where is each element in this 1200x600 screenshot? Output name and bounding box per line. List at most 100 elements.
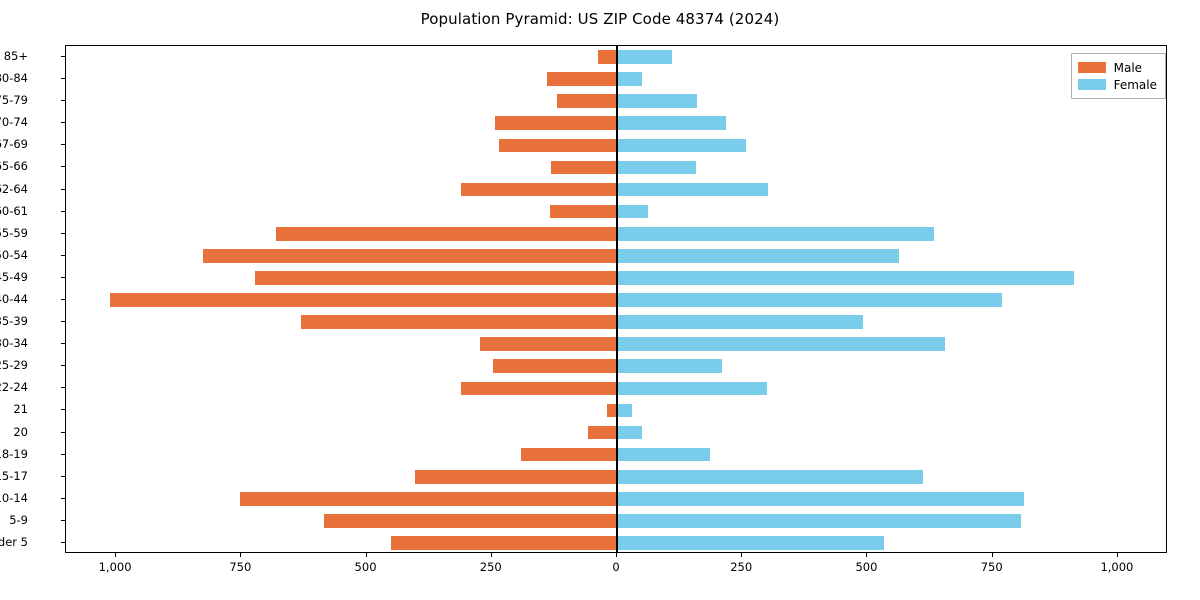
bar-female-85- bbox=[617, 50, 673, 64]
bar-male-5-9 bbox=[323, 514, 617, 528]
x-tick-label-1: 750 bbox=[229, 560, 252, 574]
bar-male-25-29 bbox=[492, 359, 617, 374]
bar-male-under-5 bbox=[390, 536, 617, 550]
y-tick-mark bbox=[61, 56, 65, 58]
y-tick-label-55-59: 55-59 bbox=[0, 225, 28, 240]
pyramid-row bbox=[66, 469, 1166, 484]
y-tick-mark bbox=[61, 541, 65, 543]
y-tick-label-10-14: 10-14 bbox=[0, 490, 28, 505]
x-tick-label-2: 500 bbox=[354, 560, 377, 574]
y-tick-label-30-34: 30-34 bbox=[0, 336, 28, 351]
y-tick-mark bbox=[61, 210, 65, 212]
pyramid-row bbox=[66, 491, 1166, 506]
y-tick-label-75-79: 75-79 bbox=[0, 93, 28, 108]
x-tick-label-4: 0 bbox=[612, 560, 620, 574]
y-tick-label-21: 21 bbox=[13, 402, 28, 417]
x-tick-mark bbox=[365, 553, 367, 557]
bar-male-65-66 bbox=[550, 160, 617, 175]
pyramid-row bbox=[66, 94, 1166, 109]
pyramid-row bbox=[66, 50, 1166, 64]
pyramid-row bbox=[66, 182, 1166, 197]
y-tick-mark bbox=[61, 254, 65, 256]
y-tick-label-20: 20 bbox=[13, 424, 28, 439]
bar-female-80-84 bbox=[617, 72, 643, 86]
y-tick-mark bbox=[61, 232, 65, 234]
y-tick-mark bbox=[61, 365, 65, 367]
y-tick-label-70-74: 70-74 bbox=[0, 115, 28, 130]
y-tick-mark bbox=[61, 100, 65, 102]
x-tick-mark bbox=[741, 553, 743, 557]
bar-male-60-61 bbox=[550, 204, 617, 219]
bar-male-80-84 bbox=[546, 72, 617, 86]
x-tick-mark bbox=[616, 553, 617, 557]
pyramid-row bbox=[66, 116, 1166, 131]
pyramid-row bbox=[66, 381, 1166, 396]
bar-female-15-17 bbox=[617, 469, 923, 484]
y-tick-label-40-44: 40-44 bbox=[0, 292, 28, 306]
x-tick-label-0: 1,000 bbox=[98, 560, 132, 574]
bar-female-45-49 bbox=[617, 271, 1074, 285]
bar-male-45-49 bbox=[255, 271, 617, 285]
x-tick-mark bbox=[490, 553, 492, 557]
bar-female-25-29 bbox=[617, 359, 723, 374]
pyramid-row bbox=[66, 337, 1166, 351]
y-tick-label-5-9: 5-9 bbox=[9, 512, 28, 527]
bar-female-30-34 bbox=[617, 337, 946, 351]
bar-female-5-9 bbox=[617, 514, 1021, 528]
y-tick-label-15-17: 15-17 bbox=[0, 468, 28, 483]
bar-male-35-39 bbox=[301, 315, 617, 329]
y-tick-mark bbox=[61, 431, 65, 433]
bar-male-30-34 bbox=[479, 337, 617, 351]
legend-item-female[interactable]: Female bbox=[1077, 76, 1157, 93]
x-tick-mark bbox=[115, 553, 117, 557]
pyramid-row bbox=[66, 204, 1166, 219]
x-tick-mark bbox=[1116, 553, 1118, 557]
y-tick-mark bbox=[61, 497, 65, 499]
pyramid-row bbox=[66, 315, 1166, 329]
y-tick-label-85-: 85+ bbox=[3, 49, 28, 64]
bar-female-67-69 bbox=[617, 138, 747, 153]
pyramid-row bbox=[66, 359, 1166, 374]
bar-female-70-74 bbox=[617, 116, 727, 131]
y-tick-mark bbox=[61, 409, 65, 411]
bar-male-85- bbox=[598, 50, 617, 64]
y-tick-mark bbox=[61, 78, 65, 80]
bar-female-35-39 bbox=[617, 315, 864, 329]
y-tick-label-80-84: 80-84 bbox=[0, 71, 28, 86]
legend-item-male[interactable]: Male bbox=[1077, 59, 1157, 76]
y-tick-label-18-19: 18-19 bbox=[0, 446, 28, 461]
bar-female-65-66 bbox=[617, 160, 696, 175]
bar-male-67-69 bbox=[499, 138, 617, 153]
y-tick-mark bbox=[61, 321, 65, 323]
y-tick-label-45-49: 45-49 bbox=[0, 269, 28, 284]
x-tick-label-6: 500 bbox=[855, 560, 878, 574]
y-tick-mark bbox=[61, 122, 65, 124]
pyramid-row bbox=[66, 138, 1166, 153]
legend-swatch-female-icon bbox=[1077, 79, 1106, 90]
x-tick-label-7: 750 bbox=[980, 560, 1003, 574]
bar-male-70-74 bbox=[495, 116, 617, 131]
bar-male-75-79 bbox=[556, 94, 617, 109]
bar-female-62-64 bbox=[617, 182, 769, 197]
pyramid-row bbox=[66, 72, 1166, 86]
y-tick-label-60-61: 60-61 bbox=[0, 203, 28, 218]
pyramid-row bbox=[66, 293, 1166, 307]
legend-swatch-male-icon bbox=[1077, 62, 1106, 73]
y-tick-label-35-39: 35-39 bbox=[0, 314, 28, 329]
legend-label-female: Female bbox=[1113, 77, 1157, 92]
bar-male-50-54 bbox=[202, 248, 617, 263]
x-tick-mark bbox=[866, 553, 868, 557]
bar-female-under-5 bbox=[617, 536, 884, 550]
bar-male-18-19 bbox=[520, 447, 617, 462]
y-tick-mark bbox=[61, 475, 65, 477]
chart-legend[interactable]: Male Female bbox=[1070, 53, 1166, 99]
bar-male-40-44 bbox=[109, 293, 617, 307]
pyramid-row bbox=[66, 514, 1166, 528]
bar-female-40-44 bbox=[617, 293, 1002, 307]
zero-axis-line bbox=[616, 46, 618, 552]
x-tick-label-8: 1,000 bbox=[1100, 560, 1134, 574]
y-tick-mark bbox=[61, 144, 65, 146]
bar-female-75-79 bbox=[617, 94, 698, 109]
plot-area bbox=[65, 45, 1167, 553]
